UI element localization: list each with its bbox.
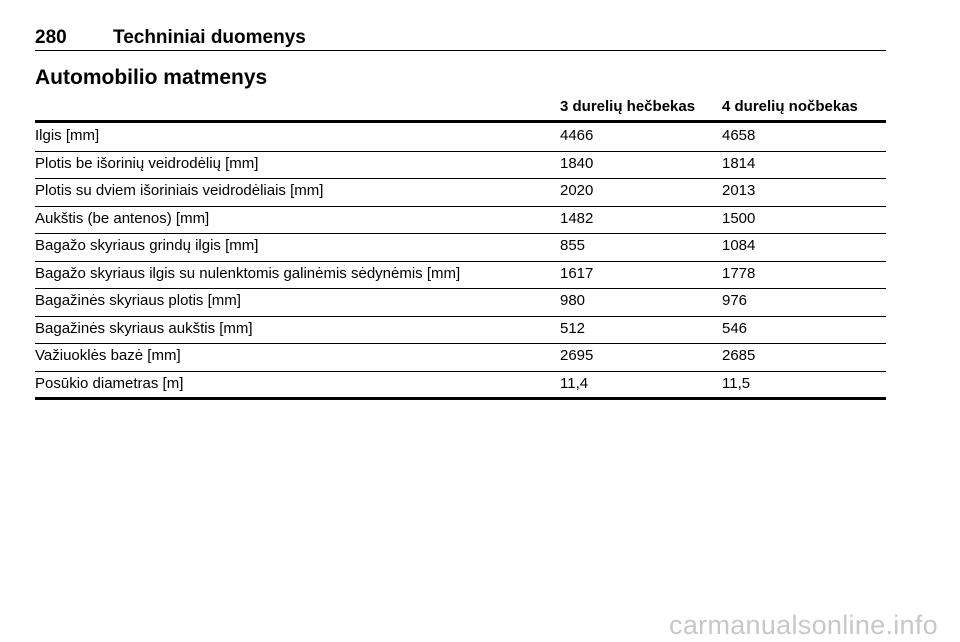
section-title: Automobilio matmenys bbox=[35, 66, 268, 89]
cell-value: 4658 bbox=[722, 127, 756, 144]
row-label: Plotis su dviem išoriniais veidrodėliais… bbox=[35, 182, 324, 199]
row-rule bbox=[35, 370, 886, 372]
column-header: 4 durelių nočbekas bbox=[722, 98, 858, 115]
row-rule bbox=[35, 233, 886, 234]
cell-value: 2020 bbox=[560, 182, 594, 199]
cell-value: 2695 bbox=[560, 347, 594, 364]
cell-value: 976 bbox=[722, 292, 748, 309]
cell-value: 11,5 bbox=[722, 374, 751, 392]
row-rule bbox=[35, 288, 886, 289]
row-label: Bagažinės skyriaus aukštis [mm] bbox=[35, 319, 253, 337]
page-number: 280 bbox=[35, 27, 67, 48]
cell-value: 1814 bbox=[722, 154, 756, 172]
row-label: Bagažinės skyriaus plotis [mm] bbox=[35, 292, 241, 309]
cell-value: 4466 bbox=[560, 127, 594, 144]
row-rule bbox=[35, 315, 886, 317]
cell-value: 1617 bbox=[560, 264, 594, 282]
cell-value: 1840 bbox=[560, 154, 594, 172]
cell-value: 980 bbox=[560, 292, 586, 309]
row-rule bbox=[35, 150, 886, 152]
cell-value: 1084 bbox=[722, 237, 756, 254]
row-rule bbox=[35, 260, 886, 262]
cell-value: 855 bbox=[560, 237, 586, 254]
column-header: 3 durelių hečbekas bbox=[560, 98, 696, 115]
row-label: Bagažo skyriaus ilgis su nulenktomis gal… bbox=[35, 264, 461, 282]
row-label: Bagažo skyriaus grindų ilgis [mm] bbox=[35, 237, 259, 254]
header-rule bbox=[35, 50, 886, 51]
row-label: Posūkio diametras [m] bbox=[35, 374, 184, 392]
cell-value: 1482 bbox=[560, 209, 594, 227]
row-label: Aukštis (be antenos) [mm] bbox=[35, 209, 210, 227]
row-label: Važiuoklės bazė [mm] bbox=[35, 347, 181, 364]
watermark: carmanualsonline.info bbox=[669, 610, 938, 640]
cell-value: 1778 bbox=[722, 264, 756, 282]
cell-value: 11,4 bbox=[560, 374, 589, 392]
cell-value: 2685 bbox=[722, 347, 756, 364]
row-label: Plotis be išorinių veidrodėlių [mm] bbox=[35, 154, 259, 172]
table-top-rule bbox=[35, 120, 886, 123]
row-rule bbox=[35, 343, 886, 344]
cell-value: 512 bbox=[560, 319, 586, 337]
header-title: Techniniai duomenys bbox=[113, 27, 306, 48]
row-label: Ilgis [mm] bbox=[35, 127, 100, 144]
table-bottom-rule bbox=[35, 397, 886, 400]
row-rule bbox=[35, 178, 886, 179]
cell-value: 2013 bbox=[722, 182, 756, 199]
cell-value: 1500 bbox=[722, 209, 756, 227]
cell-value: 546 bbox=[722, 319, 748, 337]
row-rule bbox=[35, 205, 886, 207]
